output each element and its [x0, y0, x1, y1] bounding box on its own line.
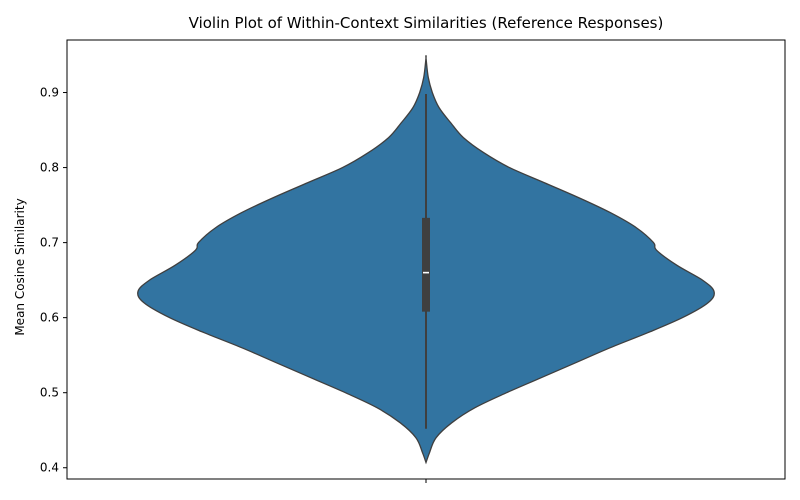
y-tick-label: 0.7: [40, 236, 59, 250]
y-tick-label: 0.4: [40, 461, 59, 475]
y-axis-label: Mean Cosine Similarity: [13, 198, 27, 335]
y-axis: 0.4 0.5 0.6 0.7 0.8 0.9: [40, 86, 67, 475]
iqr-box: [422, 217, 430, 312]
y-tick-label: 0.8: [40, 161, 59, 175]
y-tick-label: 0.6: [40, 311, 59, 325]
y-tick-label: 0.5: [40, 386, 59, 400]
y-tick-label: 0.9: [40, 86, 59, 100]
plot-area: [66, 39, 786, 480]
chart-title: Violin Plot of Within-Context Similariti…: [189, 14, 664, 32]
